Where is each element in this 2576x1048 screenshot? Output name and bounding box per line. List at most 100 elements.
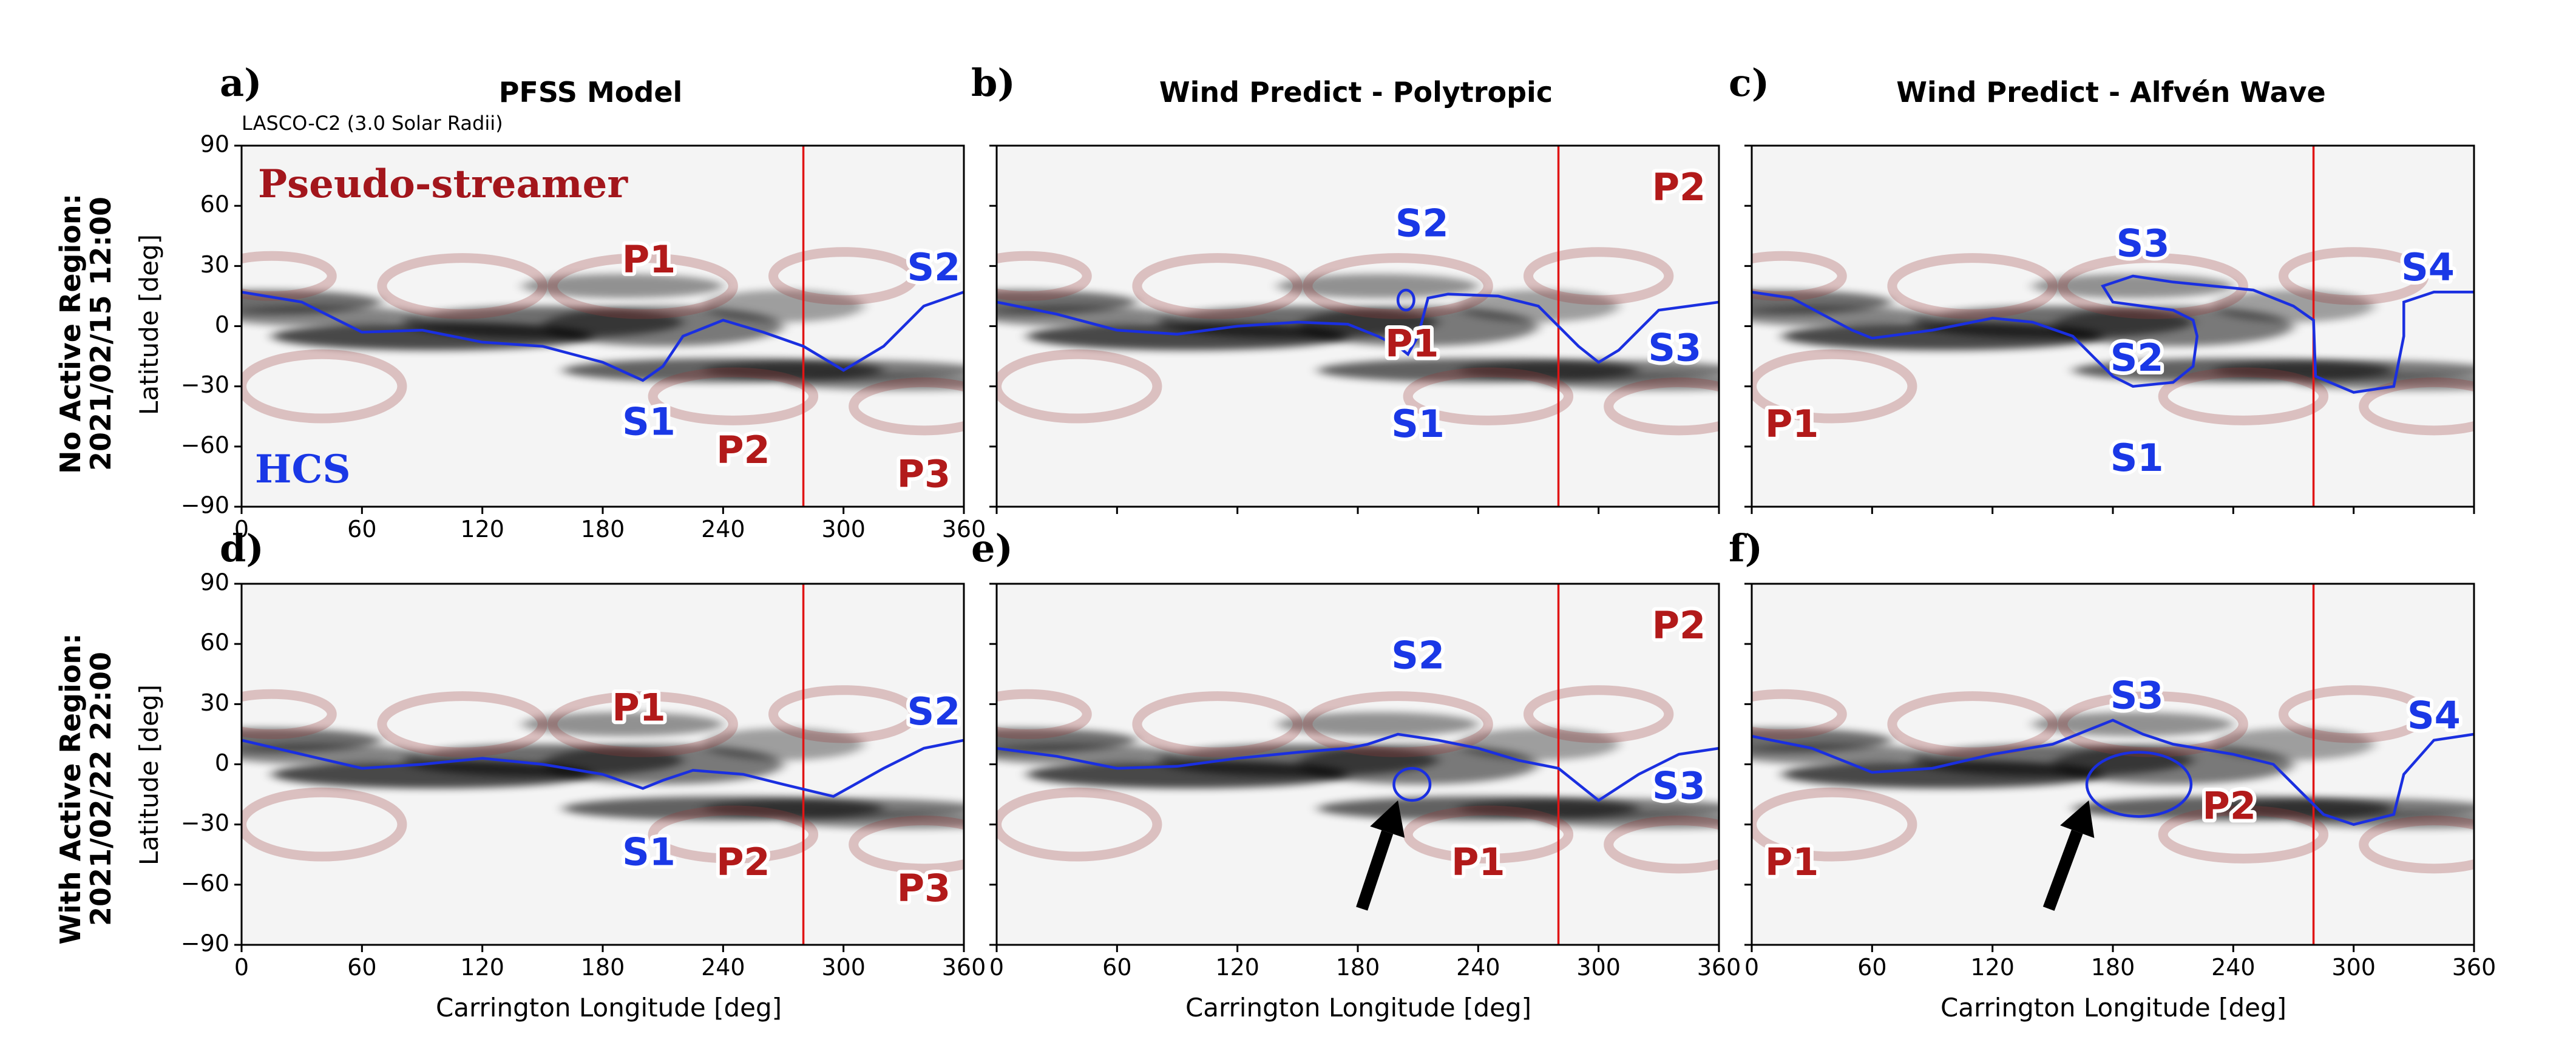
row-label-top-line2: 2021/02/15 12:00 xyxy=(84,197,117,471)
xtick-label-e-0: 0 xyxy=(989,954,1004,981)
pseudo-streamer-arc-d-2 xyxy=(547,691,738,757)
xtick-label-a-5: 300 xyxy=(821,516,866,543)
annotation-c-p1: P1 xyxy=(1765,402,1819,446)
pseudo-streamer-arc-f-4 xyxy=(2278,685,2429,743)
pseudo-streamer-arc-e-2 xyxy=(1303,691,1493,757)
streamer-band-e-8 xyxy=(1277,712,1479,737)
pseudo-streamer-arc-e-3 xyxy=(1403,805,1574,864)
pseudo-streamer-arc-c-0 xyxy=(1752,349,1917,424)
legend-pseudo-streamer: Pseudo-streamer xyxy=(258,161,628,207)
annotation-d-s1: S1 xyxy=(622,830,676,874)
letter-b: b) xyxy=(971,61,1015,105)
annotation-f-s4: S4 xyxy=(2407,694,2461,738)
xtick-label-a-0: 0 xyxy=(234,516,249,543)
ytick-label-a-1: 60 xyxy=(200,191,229,218)
ytick-label-d-5: −60 xyxy=(181,870,229,896)
annotation-f-p2: P2 xyxy=(2202,783,2256,828)
pseudo-streamer-arc-e-4 xyxy=(1523,685,1674,743)
legend-hcs: HCS xyxy=(255,447,351,492)
annotation-d-s2: S2 xyxy=(907,689,961,734)
annotation-c-s4: S4 xyxy=(2401,245,2455,289)
streamer-band-a-9 xyxy=(703,290,864,322)
streamer-band-f-7 xyxy=(2293,812,2474,829)
hcs-line-c xyxy=(1752,274,2474,394)
xtick-label-e-4: 240 xyxy=(1456,954,1500,981)
annotation-d-p3: P3 xyxy=(897,866,951,910)
ytick-label-d-4: −30 xyxy=(181,810,229,836)
pseudo-streamer-arc-b-0 xyxy=(997,349,1162,424)
streamer-band-d-9 xyxy=(703,728,864,760)
streamer-band-d-1 xyxy=(242,744,422,765)
xtick-label-d-0: 0 xyxy=(234,954,249,981)
xtick-label-f-6: 360 xyxy=(2452,954,2496,981)
streamer-band-e-9 xyxy=(1458,728,1619,760)
annotation-a-p1: P1 xyxy=(622,237,676,282)
streamer-band-f-9 xyxy=(2213,728,2374,760)
streamer-band-f-8 xyxy=(2032,712,2234,737)
xtick-label-d-3: 180 xyxy=(581,954,625,981)
xtick-label-d-4: 240 xyxy=(701,954,745,981)
annotation-c-s1: S1 xyxy=(2110,436,2164,480)
ytick-label-d-2: 30 xyxy=(200,689,229,716)
xtick-label-a-6: 360 xyxy=(942,516,986,543)
plot-area-a xyxy=(242,146,964,507)
annotation-d-p2: P2 xyxy=(716,840,770,884)
hcs-line-f xyxy=(1752,718,2474,827)
title-b: Wind Predict - Polytropic xyxy=(1159,76,1553,109)
plot-area-e xyxy=(997,584,1719,945)
ytick-label-a-5: −60 xyxy=(181,431,229,458)
pseudo-streamer-arc-c-4 xyxy=(2278,247,2429,305)
streamer-band-a-8 xyxy=(522,274,724,299)
pseudo-streamer-arc-e-5 xyxy=(1604,816,1719,874)
pseudo-streamer-arc-a-2 xyxy=(547,253,738,319)
pseudo-streamer-arc-d-5 xyxy=(849,816,964,874)
xtick-label-d-2: 120 xyxy=(460,954,504,981)
streamer-band-c-1 xyxy=(1752,306,1933,326)
hcs-loop-e xyxy=(1392,766,1432,802)
title-a: PFSS Model xyxy=(499,76,683,109)
row-label-top-line1: No Active Region: xyxy=(54,194,87,474)
annotation-f-s3: S3 xyxy=(2110,674,2164,718)
instrument-note: LASCO-C2 (3.0 Solar Radii) xyxy=(242,112,503,135)
plot-area-b xyxy=(997,146,1719,507)
streamer-band-e-7 xyxy=(1538,812,1719,829)
pseudo-streamer-arc-e-0 xyxy=(997,787,1162,862)
pseudo-streamer-arc-d-3 xyxy=(648,805,819,864)
annotation-a-s1: S1 xyxy=(622,400,676,444)
letter-e: e) xyxy=(971,526,1013,570)
pseudo-streamer-arc-e-1 xyxy=(1132,691,1303,757)
hcs-line-d xyxy=(242,739,964,798)
xtick-label-d-1: 60 xyxy=(347,954,376,981)
annotation-b-s1: S1 xyxy=(1391,402,1445,446)
xlabel-e: Carrington Longitude [deg] xyxy=(1185,993,1531,1023)
xtick-label-a-1: 60 xyxy=(347,516,376,543)
arrow-head-e xyxy=(1370,800,1405,838)
ytick-label-d-6: −90 xyxy=(181,930,229,957)
pseudo-streamer-arc-b-4 xyxy=(1523,247,1674,305)
annotation-a-s2: S2 xyxy=(907,245,961,289)
streamer-band-e-1 xyxy=(997,744,1178,765)
ylabel-bottom: Latitude [deg] xyxy=(134,685,164,865)
pseudo-streamer-arc-d-1 xyxy=(377,691,547,757)
xtick-label-f-4: 240 xyxy=(2211,954,2256,981)
title-c: Wind Predict - Alfvén Wave xyxy=(1896,76,2326,109)
pseudo-streamer-arc-a-5 xyxy=(849,377,964,436)
xtick-label-d-6: 360 xyxy=(942,954,986,981)
pseudo-streamer-arc-f-5 xyxy=(2359,816,2474,874)
xtick-label-d-5: 300 xyxy=(821,954,866,981)
pseudo-streamer-arc-a-3 xyxy=(648,367,819,425)
panel-c: S3 S4 S2 P1 S1 xyxy=(1744,144,2475,514)
annotation-b-p1: P1 xyxy=(1385,322,1439,366)
row-label-bottom-line2: 2021/02/22 22:00 xyxy=(84,652,117,926)
ytick-label-a-3: 0 xyxy=(215,311,229,338)
pseudo-streamer-arc-b-3 xyxy=(1403,367,1574,425)
hcs-line-b xyxy=(997,292,1719,364)
plot-area-f xyxy=(1752,584,2474,945)
pseudo-streamer-arc-f-3 xyxy=(2158,805,2329,864)
pseudo-streamer-arc-a-4 xyxy=(768,247,919,305)
row-label-bottom: With Active Region: 2021/02/22 22:00 xyxy=(54,633,117,944)
row-label-bottom-line1: With Active Region: xyxy=(54,633,87,944)
xtick-label-e-1: 60 xyxy=(1102,954,1131,981)
